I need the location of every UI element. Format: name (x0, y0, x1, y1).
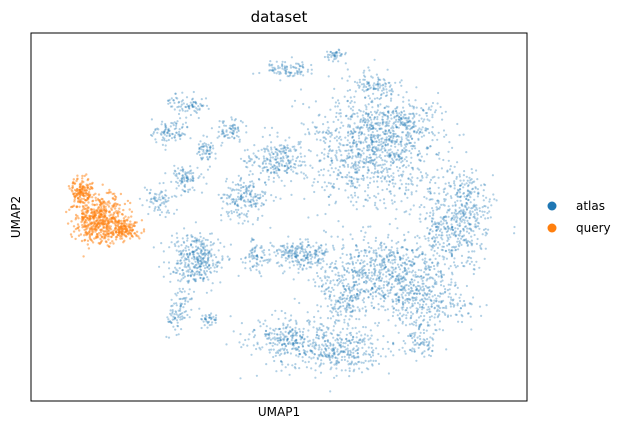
plot-frame (30, 32, 528, 402)
legend-label-atlas: atlas (576, 199, 605, 213)
legend-marker-atlas (547, 201, 557, 211)
x-axis-label: UMAP1 (258, 405, 300, 419)
legend-marker-query (547, 223, 557, 233)
legend-label-query: query (576, 221, 611, 235)
y-axis-label: UMAP2 (9, 196, 23, 238)
legend: atlas query (547, 199, 611, 235)
chart-title: dataset (251, 8, 308, 26)
scatter-points (65, 48, 516, 393)
